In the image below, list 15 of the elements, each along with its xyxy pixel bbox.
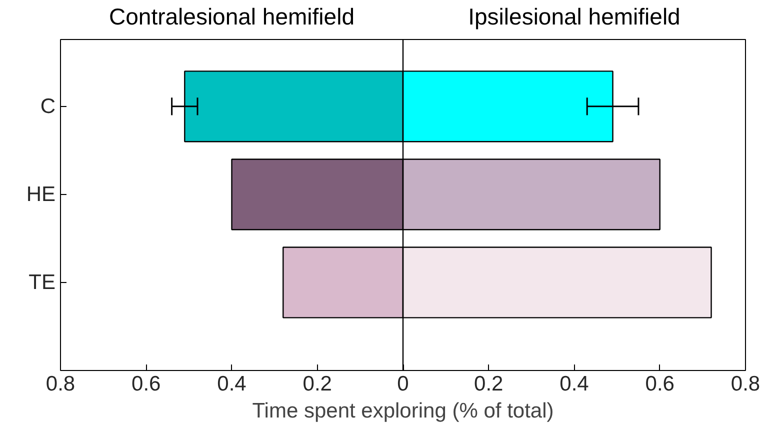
series-label: Ipsilesional hemifield	[468, 4, 680, 30]
y-tick-label: HE	[26, 182, 56, 206]
x-tick-label: 0.2	[474, 372, 504, 396]
x-tick-label: 0.8	[730, 372, 760, 396]
x-axis-title: Time spent exploring (% of total)	[252, 400, 554, 422]
y-tick-label: TE	[28, 270, 56, 294]
y-tick-label: C	[40, 94, 56, 118]
series-label: Contralesional hemifield	[109, 4, 354, 30]
x-tick-label: 0.4	[560, 372, 590, 396]
x-tick-label: 0.2	[302, 372, 332, 396]
x-tick-label: 0	[397, 372, 409, 396]
x-tick-label: 0.6	[132, 372, 161, 396]
x-tick-label: 0.4	[217, 372, 247, 396]
x-tick-label: 0.6	[645, 372, 674, 396]
x-tick-label: 0.8	[46, 372, 76, 396]
